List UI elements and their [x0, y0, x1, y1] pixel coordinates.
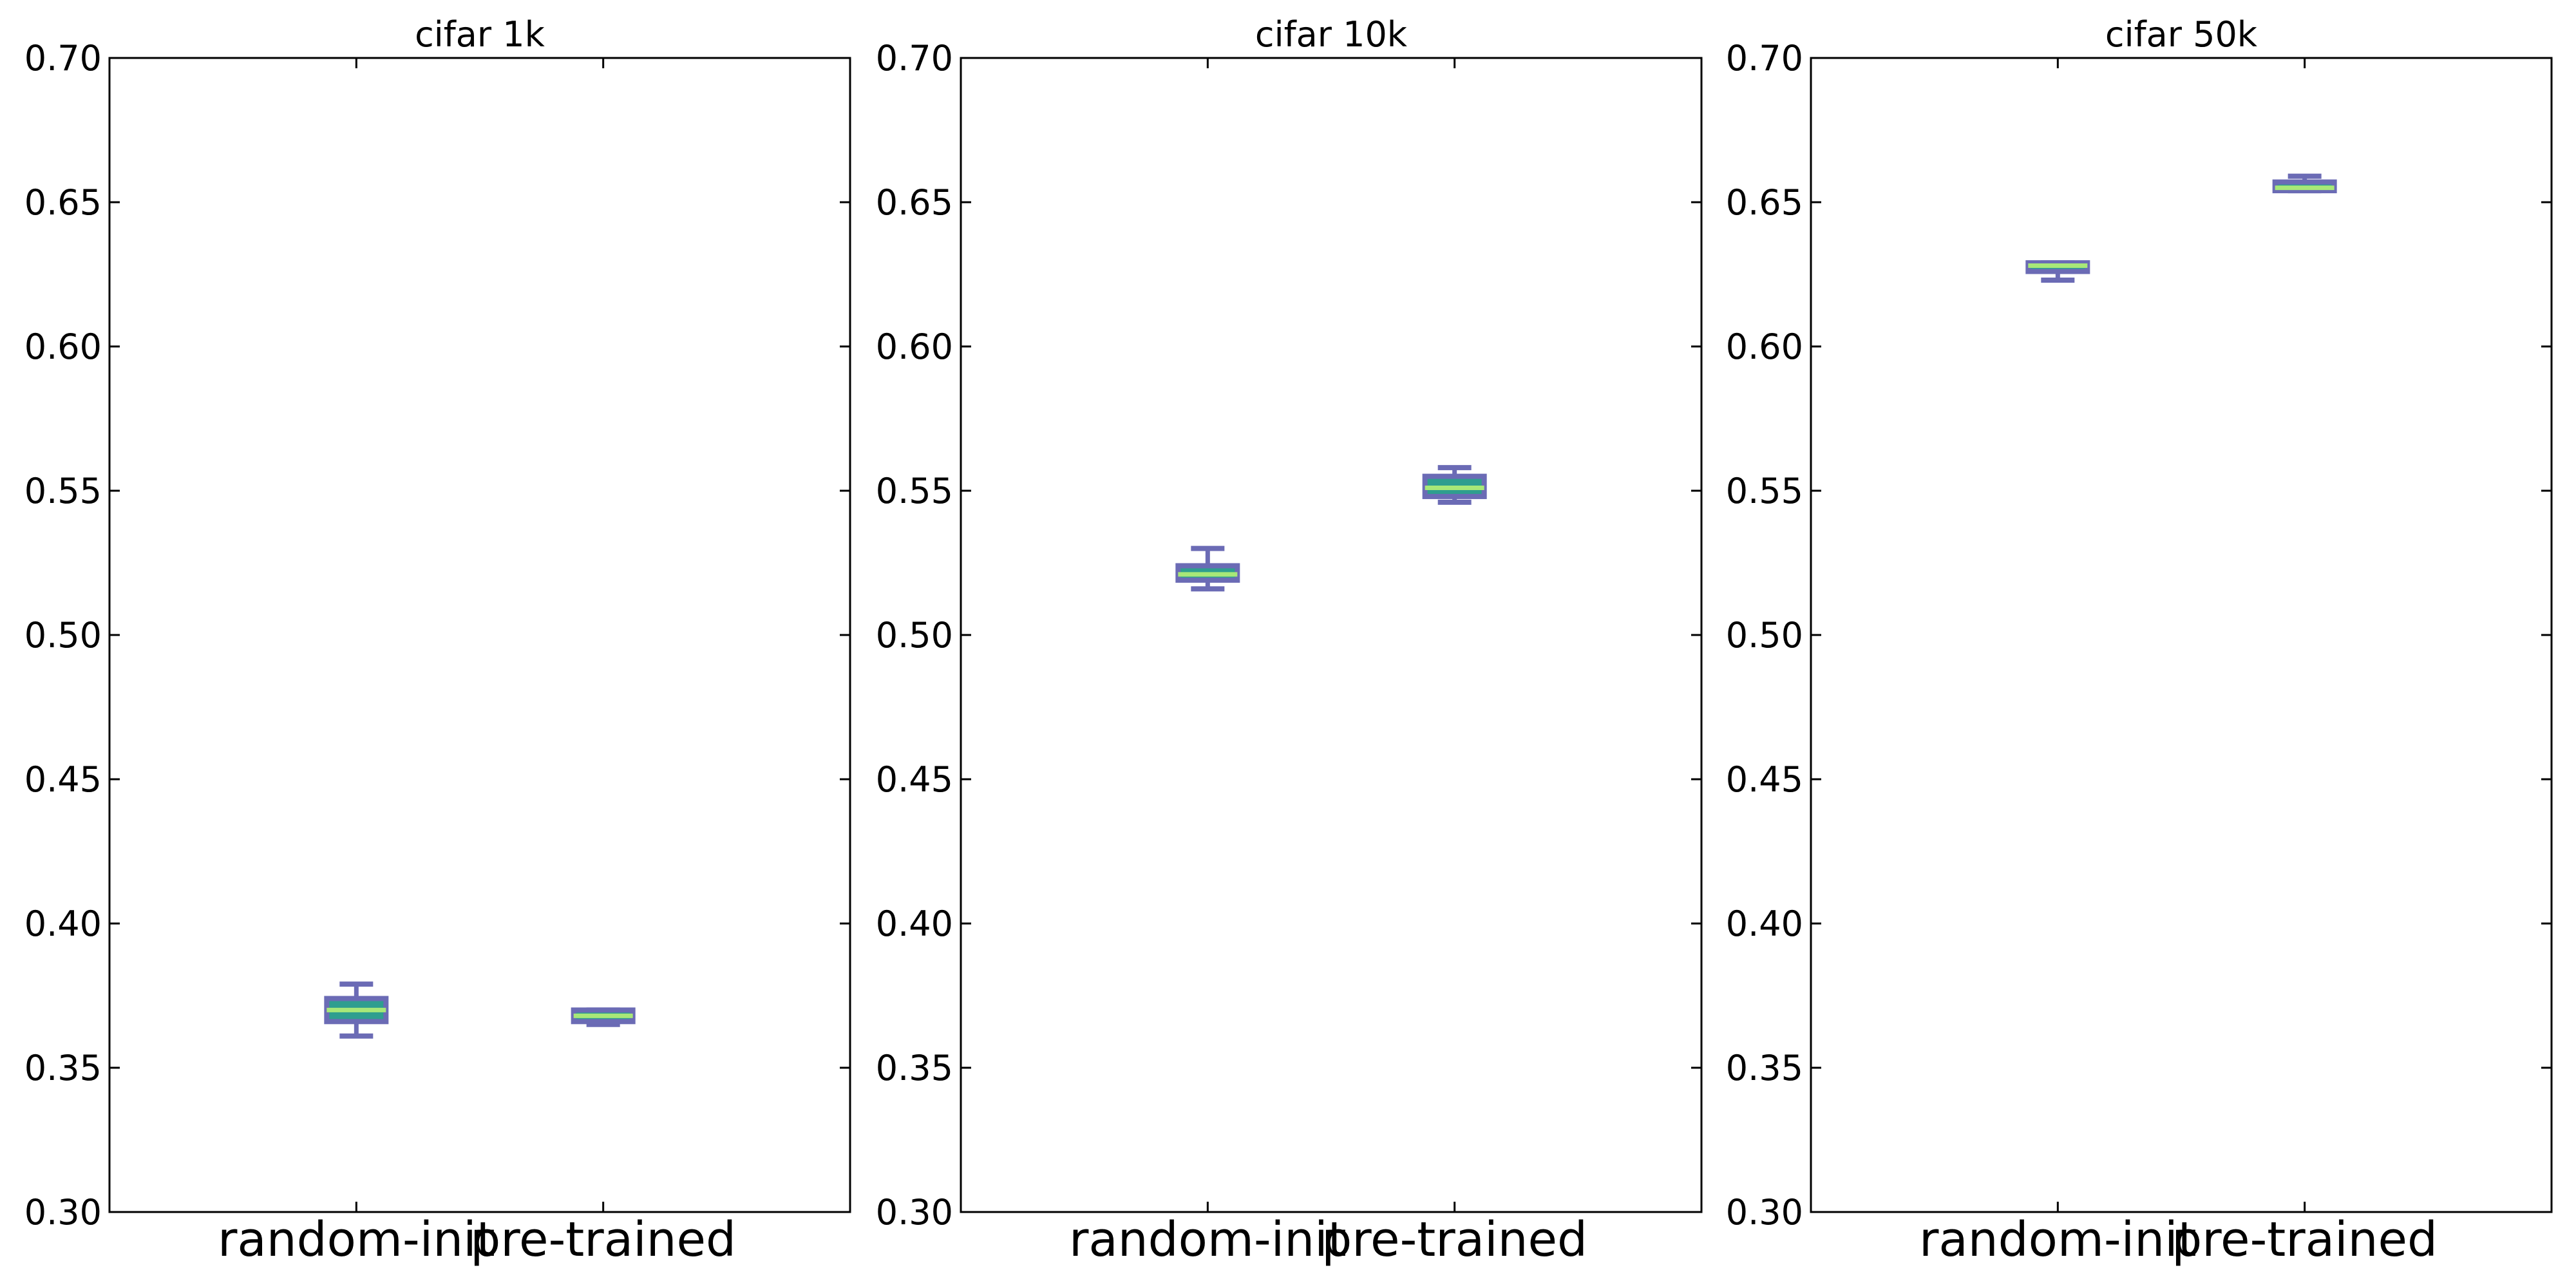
panel-title: cifar 50k [2105, 14, 2258, 55]
boxplot-marks: 0.30 0.35 0.40 0.45 0.50 0.55 0.60 0.65 0.70 rand… [1726, 38, 2552, 1267]
y-tick-label: 0.30 [1726, 1192, 1803, 1233]
plot-frame [960, 57, 1703, 1213]
panel-cifar-1k: cifar 1k 0.30 0.35 0.40 0.45 0.50 0.55 0.60 0.6… [24, 14, 851, 1267]
y-tick-label: 0.50 [24, 615, 102, 656]
boxplot-marks: 0.30 0.35 0.40 0.45 0.50 0.55 0.60 0.65 0.70 rand… [24, 38, 850, 1267]
y-tick-label: 0.40 [876, 904, 953, 944]
y-tick-label: 0.35 [1726, 1048, 1803, 1088]
y-tick-label: 0.55 [1726, 471, 1803, 511]
x-category-label: random-init [1919, 1212, 2197, 1267]
y-tick-label: 0.40 [24, 904, 102, 944]
x-category-label: pre-trained [1321, 1212, 1587, 1267]
x-category-label: random-init [1069, 1212, 1347, 1267]
y-tick-label: 0.45 [24, 759, 102, 800]
boxplot-marks: 0.30 0.35 0.40 0.45 0.50 0.55 0.60 0.65 0.70 rand… [876, 38, 1701, 1267]
plot-frame [1810, 57, 2553, 1213]
y-tick-label: 0.40 [1726, 904, 1803, 944]
y-tick-label: 0.65 [1726, 182, 1803, 223]
y-tick-label: 0.30 [24, 1192, 102, 1233]
plot-frame [108, 57, 851, 1213]
y-tick-label: 0.65 [24, 182, 102, 223]
panel-cifar-10k: cifar 10k 0.300.350.400.450.500.550.600.… [876, 14, 1703, 1267]
y-tick-label: 0.35 [876, 1048, 953, 1088]
y-tick-label: 0.70 [876, 38, 953, 79]
y-tick-label: 0.60 [1726, 327, 1803, 367]
y-tick-label: 0.70 [24, 38, 102, 79]
y-tick-label: 0.55 [876, 471, 953, 511]
y-tick-label: 0.65 [876, 182, 953, 223]
x-category-label: pre-trained [470, 1212, 736, 1267]
x-category-label: random-init [218, 1212, 495, 1267]
y-tick-label: 0.55 [24, 471, 102, 511]
y-tick-label: 0.50 [876, 615, 953, 656]
panel-title: cifar 10k [1255, 14, 1408, 55]
panel-title: cifar 1k [415, 14, 545, 55]
y-tick-label: 0.70 [1726, 38, 1803, 79]
y-tick-label: 0.60 [876, 327, 953, 367]
y-tick-label: 0.60 [24, 327, 102, 367]
y-tick-label: 0.50 [1726, 615, 1803, 656]
y-tick-label: 0.45 [876, 759, 953, 800]
y-tick-label: 0.45 [1726, 759, 1803, 800]
y-tick-label: 0.35 [24, 1048, 102, 1088]
panel-cifar-50k: cifar 50k 0.300.350.400.450.500.550.600.… [1726, 14, 2553, 1267]
y-tick-label: 0.30 [876, 1192, 953, 1233]
x-category-label: pre-trained [2172, 1212, 2438, 1267]
